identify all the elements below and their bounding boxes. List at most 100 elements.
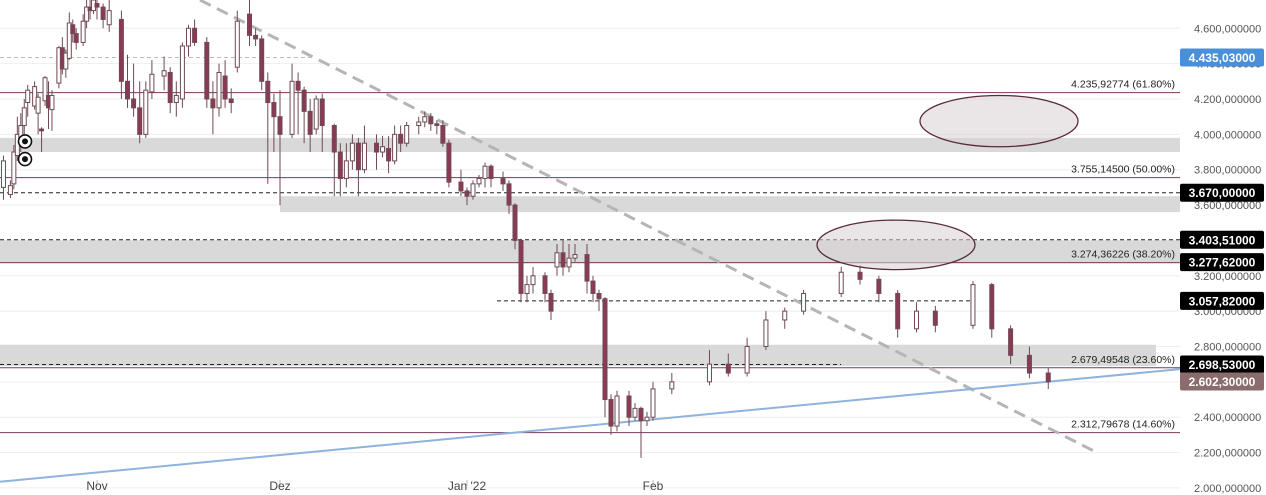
candle bbox=[39, 127, 45, 153]
candle bbox=[313, 95, 319, 135]
fib-level-label: 2.679,49548 (23.60%) bbox=[1071, 354, 1175, 366]
candle bbox=[782, 307, 788, 329]
candle bbox=[1026, 346, 1032, 379]
candle-body bbox=[782, 310, 788, 321]
candle-body bbox=[989, 284, 995, 330]
candle bbox=[66, 12, 72, 61]
fib-level-label: 4.235,92774 (61.80%) bbox=[1071, 79, 1175, 91]
candle-body bbox=[669, 381, 675, 390]
candle bbox=[253, 28, 259, 46]
candle bbox=[446, 139, 452, 188]
candle bbox=[259, 35, 265, 91]
eye-marker-icon bbox=[17, 134, 33, 149]
highlight-ellipses bbox=[816, 94, 1079, 271]
candle-body bbox=[386, 148, 392, 162]
price-label-text: 2.602,30000 bbox=[1189, 375, 1256, 389]
candle bbox=[434, 120, 440, 135]
y-tick-label: 3.800,000000 bbox=[1194, 165, 1261, 177]
candle-body bbox=[277, 116, 283, 135]
fib-level-label: 3.755,14500 (50.00%) bbox=[1071, 164, 1175, 176]
candle bbox=[161, 56, 167, 91]
y-tick-label: 2.800,000000 bbox=[1194, 342, 1261, 354]
candle-body bbox=[932, 310, 938, 326]
candle-body bbox=[7, 185, 13, 195]
price-label-box bbox=[1180, 253, 1264, 272]
candle bbox=[608, 394, 614, 435]
candle bbox=[482, 162, 488, 188]
candle-body bbox=[446, 142, 452, 183]
candle bbox=[876, 275, 882, 303]
candle bbox=[638, 406, 644, 458]
candle bbox=[572, 243, 578, 262]
candle bbox=[179, 42, 185, 108]
marker-dot bbox=[22, 156, 28, 163]
price-label-box bbox=[1180, 355, 1264, 374]
candle bbox=[204, 37, 210, 108]
candle-body bbox=[482, 165, 488, 180]
candle bbox=[125, 54, 130, 108]
candle-body bbox=[500, 178, 506, 185]
price-label: 3.670,00000 bbox=[1180, 183, 1264, 202]
candle-body bbox=[21, 107, 27, 127]
candle-body bbox=[247, 13, 252, 36]
candle bbox=[1008, 325, 1014, 365]
candle bbox=[422, 111, 428, 128]
candle-body bbox=[1045, 372, 1051, 383]
candle-body bbox=[125, 80, 130, 100]
dashed-price-levels bbox=[0, 56, 1180, 365]
candle-body bbox=[63, 52, 69, 70]
x-tick-label: Feb bbox=[643, 479, 664, 493]
support-resistance-zone bbox=[0, 240, 1180, 264]
candle bbox=[476, 175, 482, 188]
candle bbox=[380, 136, 386, 158]
candle-body bbox=[253, 34, 259, 40]
candle bbox=[838, 266, 844, 297]
candle-body bbox=[548, 292, 554, 312]
candle-body bbox=[192, 27, 198, 43]
candle-body bbox=[506, 183, 512, 206]
candle-body bbox=[234, 20, 240, 68]
candle bbox=[374, 134, 380, 170]
eye-marker-icon bbox=[17, 151, 33, 167]
candle bbox=[349, 134, 355, 170]
candle bbox=[216, 63, 222, 117]
y-tick-label: 4.600,000000 bbox=[1194, 23, 1261, 35]
candle-body bbox=[271, 102, 277, 118]
candle bbox=[210, 81, 216, 135]
candle-body bbox=[422, 116, 428, 123]
candle-body bbox=[289, 80, 295, 135]
candle-body bbox=[566, 257, 572, 268]
y-tick-label: 4.200,000000 bbox=[1194, 94, 1261, 106]
candle-body bbox=[638, 407, 644, 422]
candle-body bbox=[470, 183, 476, 197]
candle bbox=[80, 14, 86, 46]
candle-body bbox=[632, 407, 638, 418]
candle-body bbox=[349, 142, 355, 162]
x-tick-label: Jan '22 bbox=[448, 479, 487, 493]
fib-level-label: 2.312,79678 (14.60%) bbox=[1071, 419, 1175, 431]
candle bbox=[192, 19, 198, 46]
candle bbox=[137, 81, 143, 144]
candle bbox=[614, 390, 620, 432]
candle-body bbox=[626, 395, 632, 418]
fib-level-label: 3.274,36226 (38.20%) bbox=[1071, 249, 1175, 261]
candle bbox=[21, 99, 27, 135]
x-axis-ticks: Nov Dez Jan '22 Feb bbox=[86, 479, 663, 493]
candle bbox=[725, 353, 731, 377]
candle bbox=[63, 49, 69, 78]
candle-body bbox=[0, 160, 6, 188]
candle-body bbox=[70, 24, 76, 35]
candle-body bbox=[608, 399, 614, 427]
candle-body bbox=[542, 275, 548, 294]
candle bbox=[596, 289, 602, 312]
candle bbox=[500, 171, 506, 191]
candle bbox=[464, 187, 470, 206]
candle bbox=[331, 123, 337, 197]
candle-body bbox=[131, 98, 137, 109]
candle-body bbox=[343, 160, 349, 180]
candle-body bbox=[216, 71, 222, 109]
candle bbox=[167, 67, 173, 114]
candle-body bbox=[355, 142, 361, 171]
candle bbox=[271, 93, 277, 153]
candle bbox=[914, 302, 919, 333]
